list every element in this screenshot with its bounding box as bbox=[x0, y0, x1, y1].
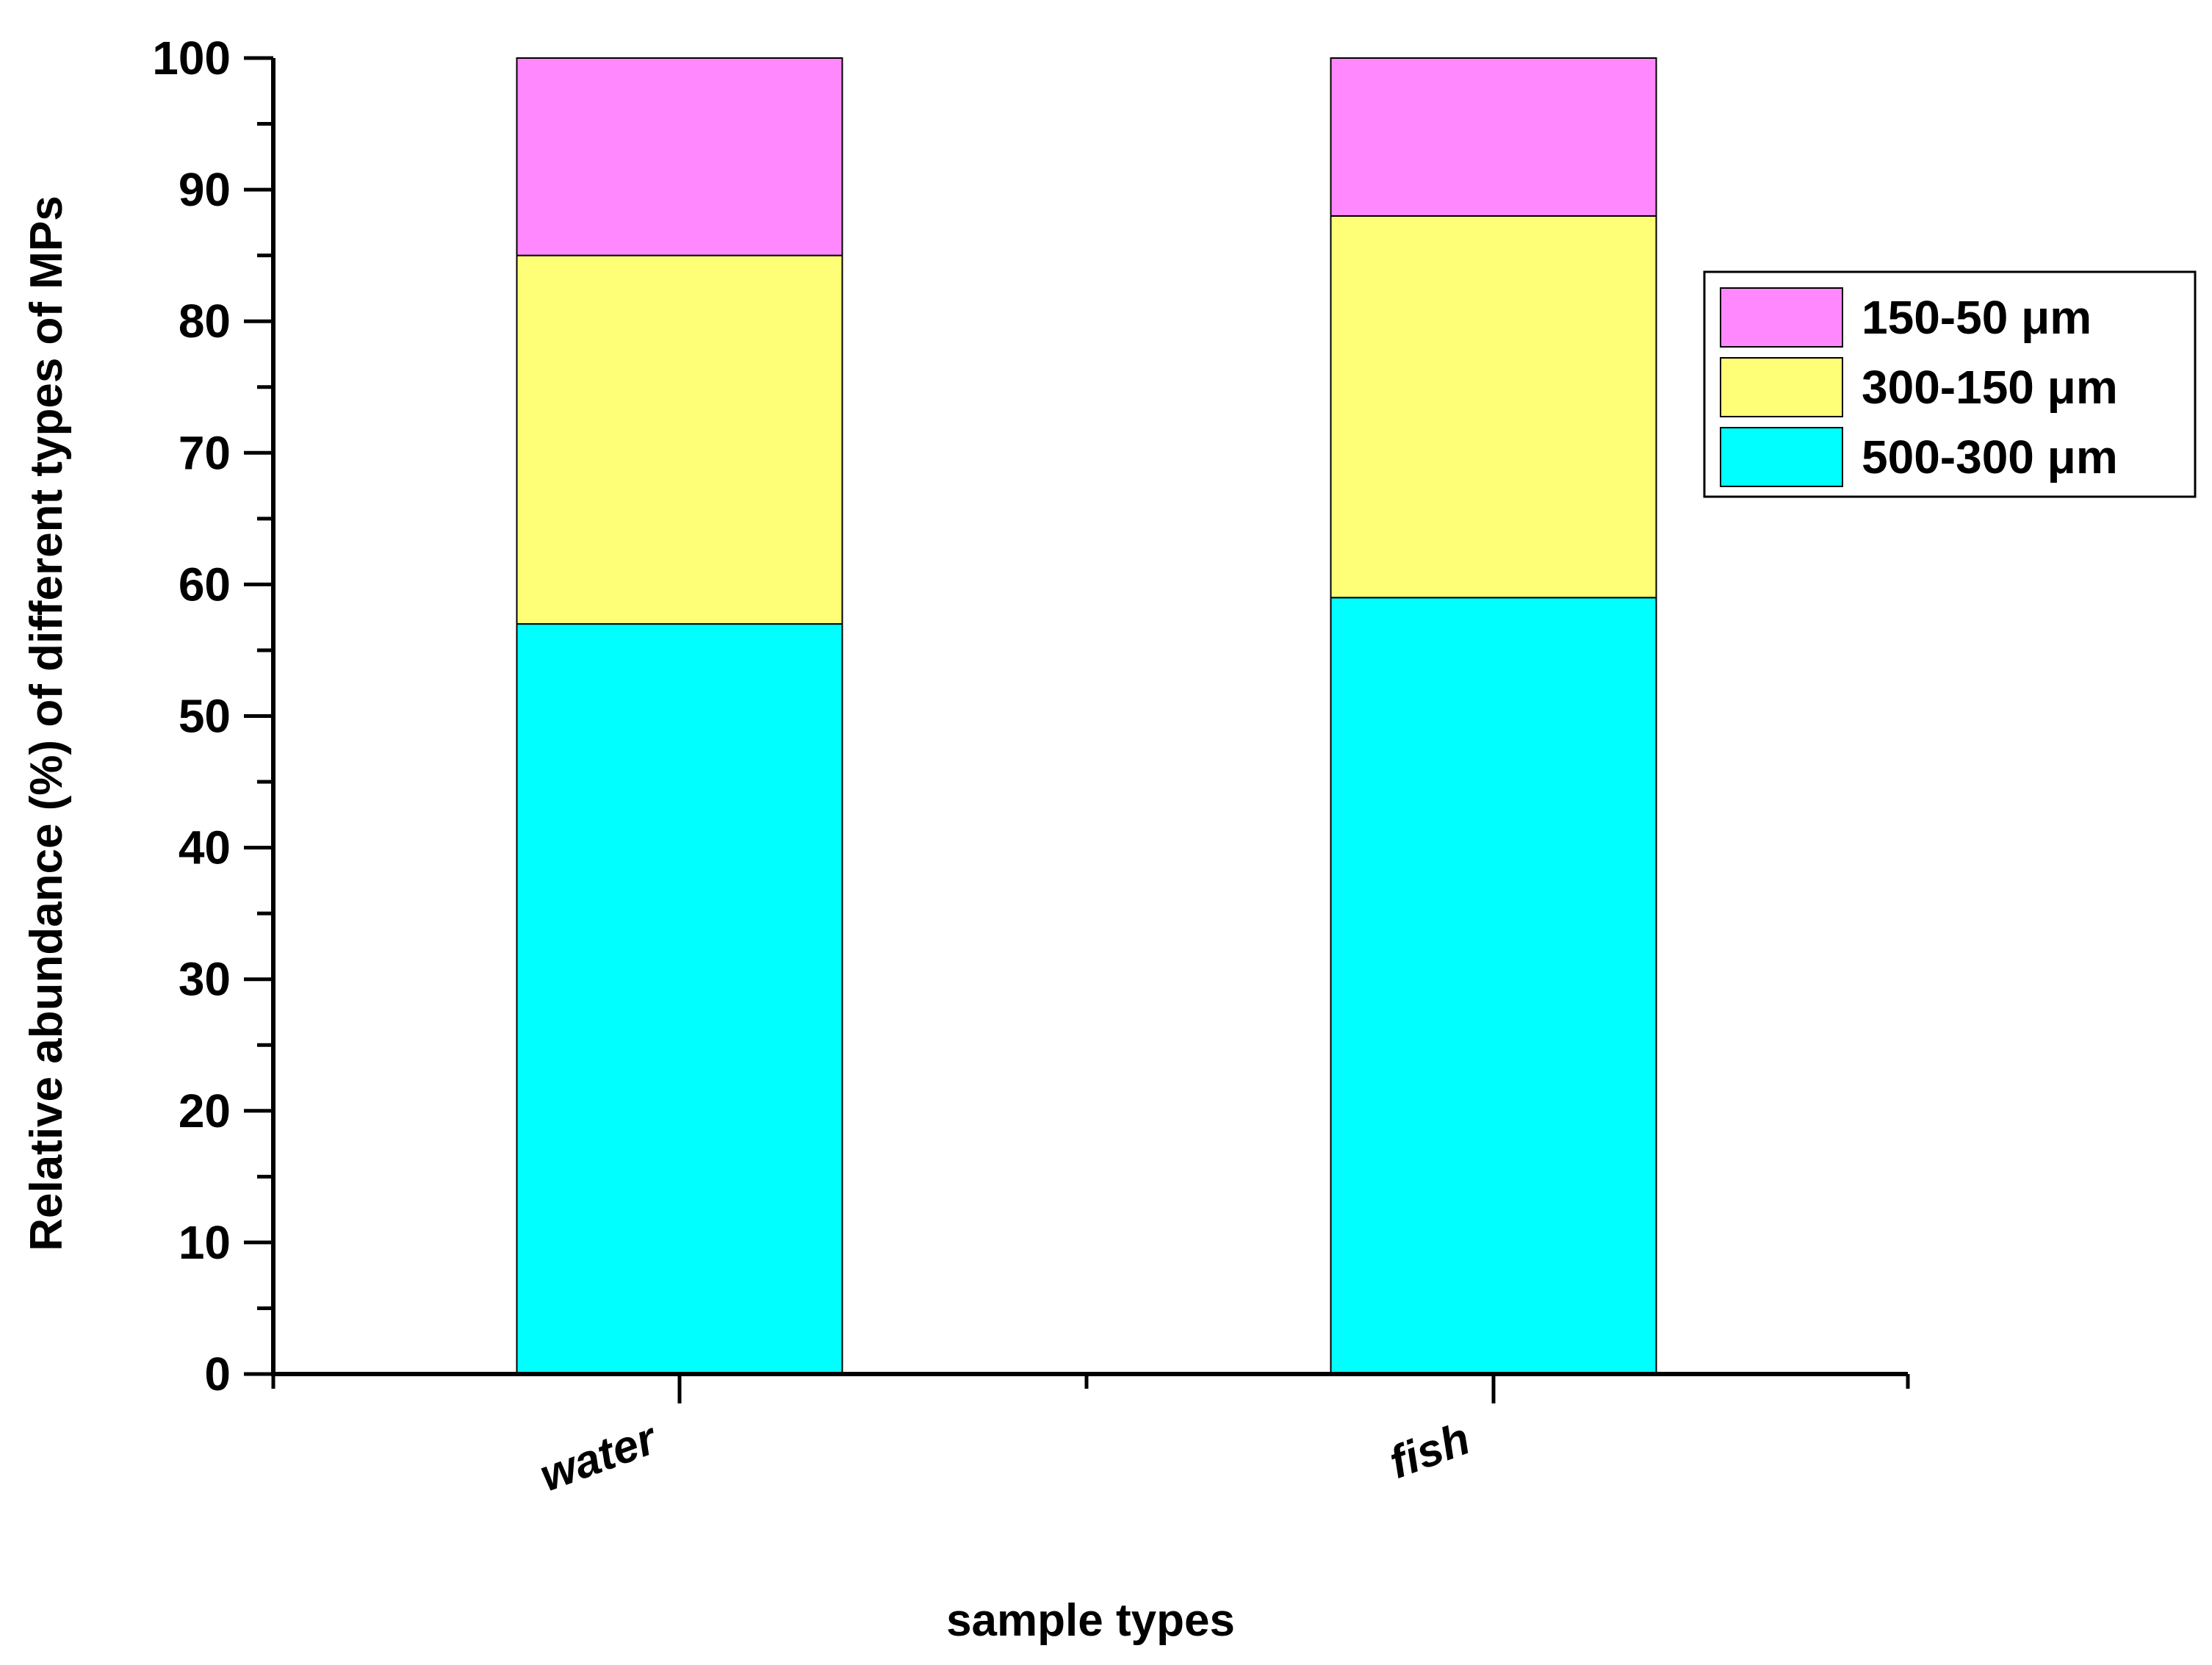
legend-swatch-150-50-m bbox=[1720, 287, 1843, 348]
bar-water-500-300-m bbox=[516, 623, 843, 1375]
legend-items: 150-50 μm 300-150 μm 500-300 μm bbox=[1720, 287, 2118, 487]
y-tick-label: 10 bbox=[179, 1216, 231, 1269]
bar-fish-300-150-m bbox=[1330, 215, 1657, 599]
legend-label-150-50-m: 150-50 μm bbox=[1862, 291, 2092, 344]
legend-swatch-300-150-m bbox=[1720, 357, 1843, 417]
y-tick-label: 30 bbox=[179, 953, 231, 1006]
bar-water-300-150-m bbox=[516, 254, 843, 625]
y-tick-label: 0 bbox=[204, 1348, 231, 1400]
bar-water-150-50-m bbox=[516, 57, 843, 256]
y-tick-label: 90 bbox=[179, 163, 231, 216]
y-tick-label: 80 bbox=[179, 295, 231, 348]
y-tick-label: 70 bbox=[179, 426, 231, 479]
bars-layer bbox=[516, 57, 1657, 1375]
x-tick-label: water bbox=[533, 1412, 664, 1501]
bar-fish-500-300-m bbox=[1330, 597, 1657, 1375]
x-axis-title: sample types bbox=[946, 1595, 1235, 1646]
y-tick-label: 20 bbox=[179, 1085, 231, 1137]
legend: 150-50 μm 300-150 μm 500-300 μm bbox=[1703, 270, 2197, 498]
legend-swatch-500-300-m bbox=[1720, 427, 1843, 487]
y-tick-label: 100 bbox=[152, 32, 231, 84]
y-tick-label: 60 bbox=[179, 558, 231, 611]
y-tick-label: 50 bbox=[179, 690, 231, 743]
y-ticks: 0 10 20 30 40 50 60 70 80 90 100 bbox=[152, 32, 273, 1400]
bar-fish-150-50-m bbox=[1330, 57, 1657, 217]
y-tick-label: 40 bbox=[179, 821, 231, 874]
x-tick-label: fish bbox=[1383, 1413, 1477, 1489]
x-ticks: water fish bbox=[271, 1374, 1910, 1502]
y-axis-title: Relative abundance (%) of different type… bbox=[21, 195, 72, 1251]
legend-label-500-300-m: 500-300 μm bbox=[1862, 431, 2118, 483]
legend-label-300-150-m: 300-150 μm bbox=[1862, 361, 2118, 414]
